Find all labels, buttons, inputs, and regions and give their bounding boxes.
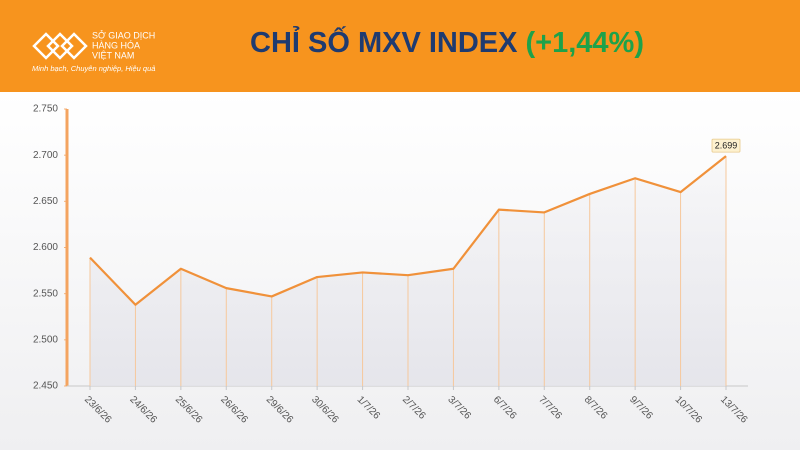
logo-text: VIỆT NAM	[92, 50, 134, 60]
change-annotation: (+1,44%)	[526, 27, 644, 59]
chart-title-text: CHỈ SỐ MXV INDEX	[250, 25, 518, 59]
logo-text: HÀNG HÓA	[92, 40, 140, 50]
logo-icon	[32, 32, 88, 60]
y-tick-label: 2.600	[33, 242, 58, 253]
y-tick-label: 2.700	[33, 150, 58, 161]
y-tick-label: 2.750	[33, 104, 58, 115]
logo-tagline: Minh bạch, Chuyên nghiệp, Hiệu quả	[32, 64, 155, 73]
header-band	[0, 0, 800, 92]
y-tick-label: 2.650	[33, 196, 58, 207]
value-label: 2.699	[715, 140, 738, 150]
y-tick-label: 2.500	[33, 334, 58, 345]
y-tick-label: 2.450	[33, 381, 58, 392]
y-tick-label: 2.550	[33, 288, 58, 299]
line	[89, 155, 727, 306]
chart-title: CHỈ SỐ MXV INDEX (+1,44%)	[250, 25, 644, 59]
line-area	[90, 156, 726, 386]
value-label-box	[711, 138, 741, 153]
logo-text: SỞ GIAO DỊCH	[92, 29, 155, 40]
